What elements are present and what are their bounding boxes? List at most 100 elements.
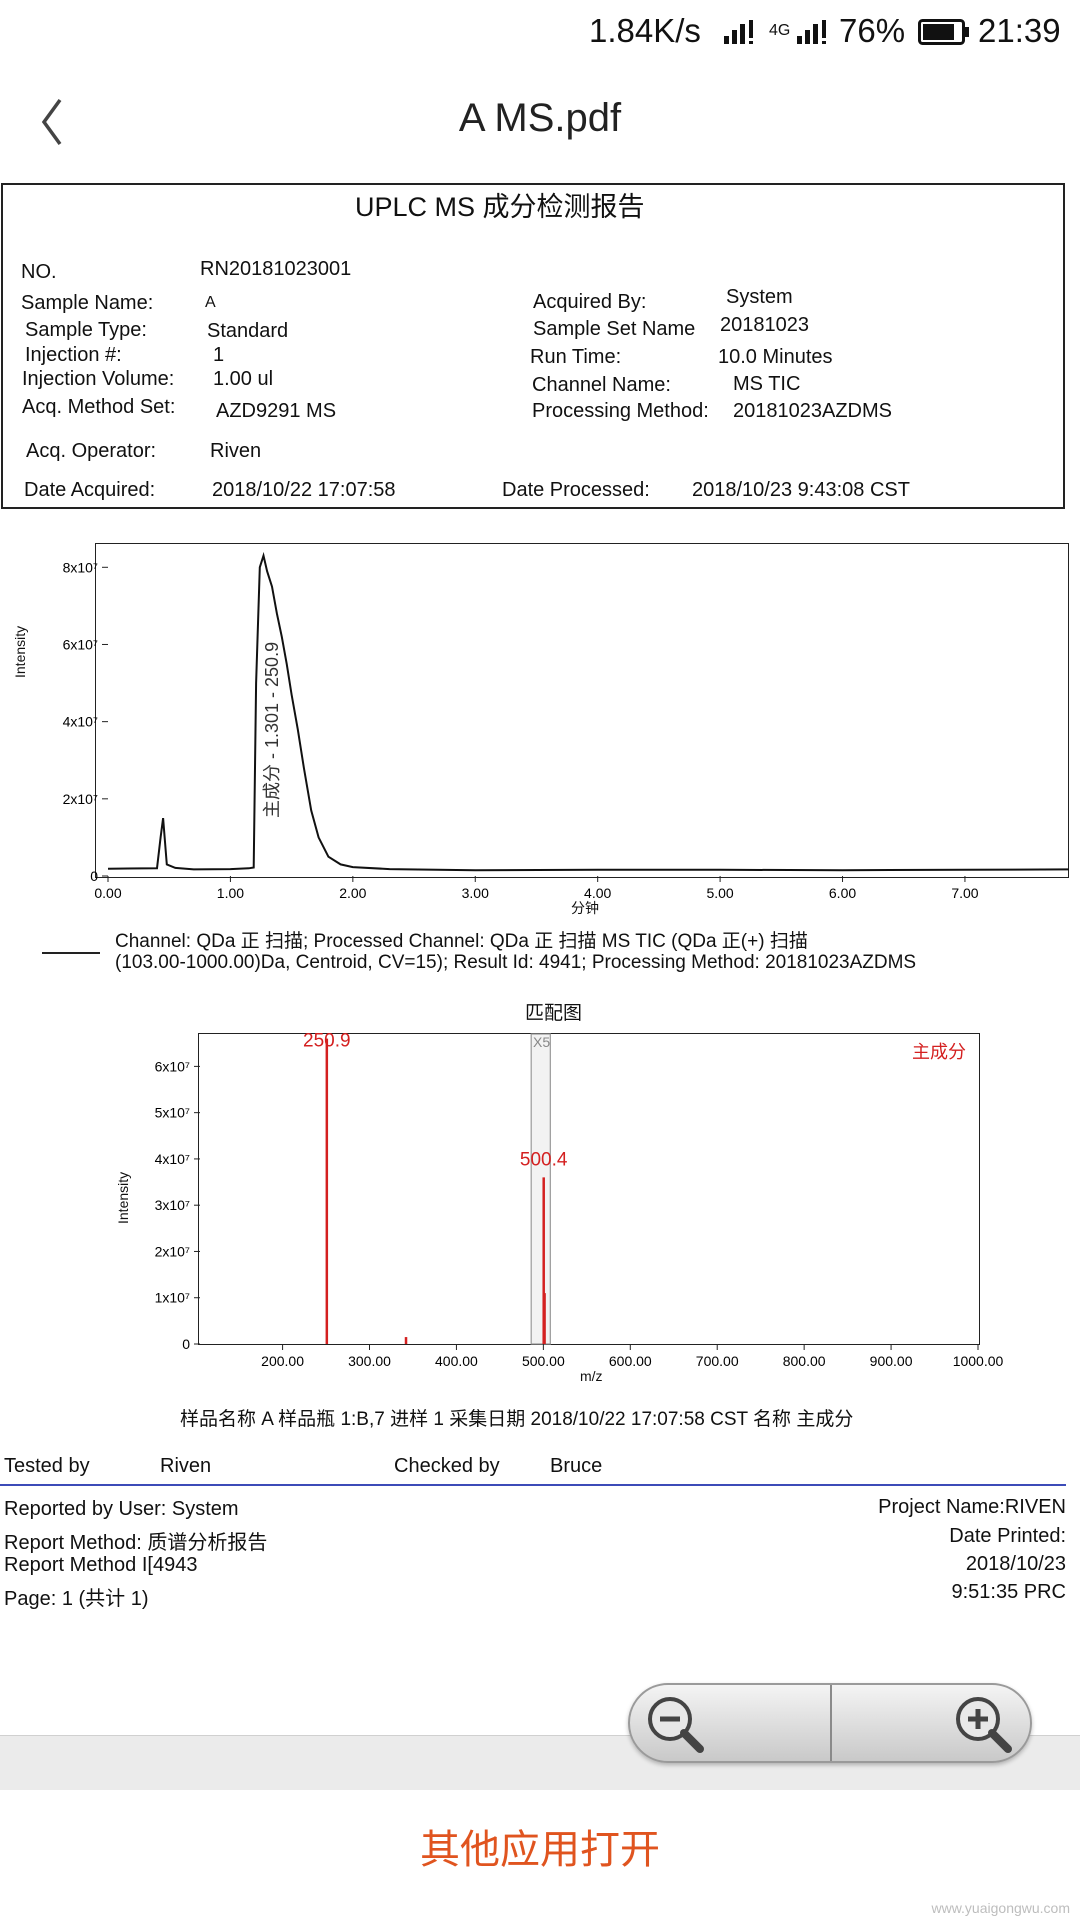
- zoom-out-button[interactable]: [630, 1685, 830, 1761]
- y-tick-label: 4x10⁷: [63, 714, 98, 730]
- spectrum-title: 匹配图: [525, 1003, 583, 1024]
- no-label: NO.: [21, 261, 57, 283]
- y-tick-label: 2x10⁷: [63, 791, 98, 807]
- signal-4g-icon: [797, 20, 826, 44]
- no-value: RN20181023001: [200, 258, 352, 280]
- battery-percent: 76%: [839, 12, 906, 49]
- y-tick-label: 6x10⁷: [63, 636, 98, 652]
- watermark: www.yuaigongwu.com: [931, 1900, 1070, 1916]
- divider-rule: [0, 1484, 1066, 1486]
- document-title: A MS.pdf: [458, 96, 622, 140]
- chevron-left-icon: [41, 98, 62, 146]
- acquired-by-value: System: [726, 286, 793, 308]
- y-tick-label: 1x10⁷: [155, 1290, 190, 1306]
- chromatogram-trace: [107, 551, 1070, 872]
- x-tick-label: 2.00: [339, 885, 366, 901]
- x-tick-label: 1000.00: [953, 1353, 1004, 1369]
- zoom-divider: [830, 1685, 832, 1761]
- date-printed-label: Date Printed:: [949, 1525, 1066, 1547]
- y-tick-label: 5x10⁷: [155, 1105, 190, 1121]
- page-number: Page: 1 (共计 1): [4, 1588, 149, 1610]
- open-with-other-app-button[interactable]: 其他应用打开: [420, 1828, 660, 1872]
- run-time-label: Run Time:: [530, 346, 622, 368]
- reported-by: Reported by User: System: [4, 1498, 239, 1520]
- x-tick-label: 3.00: [462, 885, 489, 901]
- zoom-controls: [0, 1675, 1080, 1795]
- x-tick-label: 4.00: [584, 885, 611, 901]
- signal-icon: [724, 20, 753, 44]
- x-tick-label: 0.00: [94, 885, 121, 901]
- spectrum-marker-label: X5: [533, 1034, 551, 1050]
- operator-value: Riven: [210, 440, 262, 462]
- report-method-id: Report Method I[4943: [4, 1554, 198, 1576]
- x-tick-label: 7.00: [951, 885, 978, 901]
- zoom-out-icon: [648, 1697, 704, 1753]
- x-tick-label: 6.00: [829, 885, 856, 901]
- status-bar: 1.84K/s 4G 76% 21:39: [0, 0, 1080, 62]
- tested-by-label: Tested by: [4, 1455, 90, 1477]
- tested-by-value: Riven: [160, 1455, 212, 1477]
- back-button[interactable]: [32, 92, 82, 152]
- y-tick-label: 3x10⁷: [155, 1197, 190, 1213]
- peak-label: 500.4: [520, 1149, 568, 1170]
- date-printed-time: 9:51:35 PRC: [951, 1581, 1066, 1603]
- sample-set-label: Sample Set Name: [533, 318, 696, 340]
- x-tick-label: 300.00: [348, 1353, 391, 1369]
- x-tick-label: 900.00: [870, 1353, 913, 1369]
- date-printed-date: 2018/10/23: [965, 1553, 1066, 1575]
- zoom-in-button[interactable]: [832, 1685, 1030, 1761]
- spectrum-xlabel: m/z: [580, 1368, 603, 1384]
- checked-by-label: Checked by: [394, 1455, 500, 1477]
- zoom-in-icon: [956, 1697, 1012, 1753]
- processing-label: Processing Method:: [532, 400, 709, 422]
- zoom-pill: [628, 1683, 1032, 1763]
- chromatogram-xlabel: 分钟: [571, 900, 599, 916]
- method-set-label: Acq. Method Set:: [22, 396, 176, 418]
- injection-volume-value: 1.00 ul: [213, 368, 274, 390]
- report-title: UPLC MS 成分检测报告: [355, 192, 645, 222]
- pdf-page[interactable]: UPLC MS 成分检测报告 NO. RN20181023001 Sample …: [0, 178, 1080, 1738]
- project-name: Project Name:RIVEN: [878, 1496, 1066, 1518]
- x-tick-label: 800.00: [783, 1353, 826, 1369]
- chromatogram-ylabel: Intensity: [12, 625, 28, 678]
- battery-icon: [918, 19, 969, 45]
- chromatogram-frame: [95, 543, 1069, 878]
- x-tick-label: 400.00: [435, 1353, 478, 1369]
- peak-annotation: 主成分 - 1.301 - 250.9: [262, 641, 282, 818]
- operator-label: Acq. Operator:: [26, 440, 157, 462]
- network-type: 4G: [769, 22, 791, 39]
- title-bar: A MS.pdf: [0, 62, 1080, 179]
- date-processed-value: 2018/10/23 9:43:08 CST: [692, 479, 910, 501]
- sample-name-label: Sample Name:: [21, 292, 154, 314]
- x-tick-label: 5.00: [706, 885, 733, 901]
- clock: 21:39: [978, 12, 1061, 49]
- report-info-box: [1, 183, 1065, 509]
- channel-value: MS TIC: [733, 373, 801, 395]
- spectrum-chart: 250.9 500.4 200.00 300.00 400.00 500.00 600.00…: [155, 1031, 1004, 1369]
- sample-type-value: Standard: [207, 320, 289, 342]
- spectrum-ylabel: Intensity: [115, 1171, 131, 1224]
- y-tick-label: 0: [182, 1336, 190, 1352]
- report-method: Report Method: 质谱分析报告: [4, 1532, 268, 1554]
- channel-description-1: Channel: QDa 正 扫描; Processed Channel: QD…: [115, 931, 808, 952]
- date-processed-label: Date Processed:: [502, 479, 650, 501]
- injection-volume-label: Injection Volume:: [22, 368, 175, 390]
- injection-value: 1: [213, 344, 225, 366]
- injection-label: Injection #:: [25, 344, 122, 366]
- date-acquired-label: Date Acquired:: [24, 479, 156, 501]
- sample-type-label: Sample Type:: [25, 319, 147, 341]
- y-tick-label: 6x10⁷: [155, 1058, 190, 1074]
- x-tick-label: 500.00: [522, 1353, 565, 1369]
- acquired-by-label: Acquired By:: [533, 291, 647, 313]
- x-tick-label: 200.00: [261, 1353, 304, 1369]
- chromatogram-chart: 0.00 1.00 2.00 3.00 4.00 5.00 6.00 7.00 0 2x10⁷ 4x…: [63, 551, 1070, 901]
- sample-set-value: 20181023: [720, 314, 809, 336]
- network-speed: 1.84K/s: [589, 12, 701, 49]
- y-tick-label: 2x10⁷: [155, 1243, 190, 1259]
- channel-label: Channel Name:: [532, 374, 671, 396]
- sample-name-value: A: [205, 294, 216, 311]
- x-tick-label: 1.00: [217, 885, 244, 901]
- legend-line: [42, 952, 100, 954]
- spectrum-series-label: 主成分: [912, 1042, 966, 1062]
- channel-description-2: (103.00-1000.00)Da, Centroid, CV=15); Re…: [115, 952, 917, 973]
